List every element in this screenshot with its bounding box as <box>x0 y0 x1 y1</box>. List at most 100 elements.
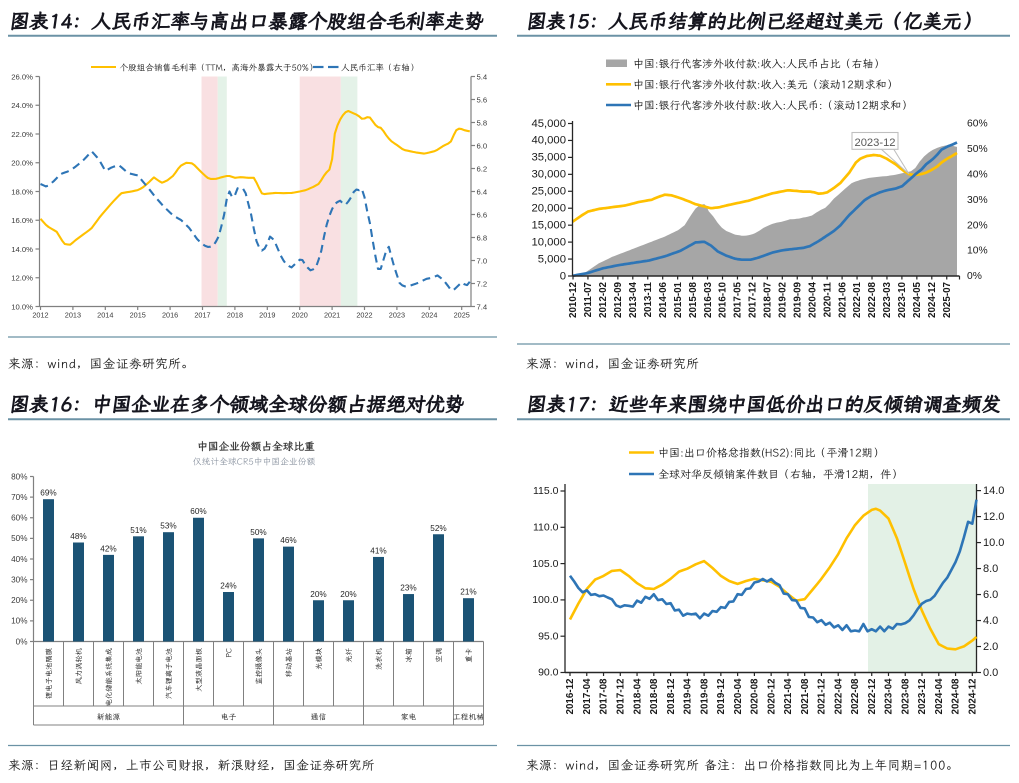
svg-text:18.0%: 18.0% <box>11 187 33 196</box>
svg-text:2015: 2015 <box>130 310 146 319</box>
svg-text:0%: 0% <box>16 637 28 646</box>
svg-text:26.0%: 26.0% <box>11 72 33 81</box>
svg-text:2016: 2016 <box>162 310 178 319</box>
svg-text:45,000: 45,000 <box>531 118 566 130</box>
svg-text:2024-12: 2024-12 <box>968 678 979 715</box>
svg-text:16.0%: 16.0% <box>11 216 33 225</box>
svg-text:2.0: 2.0 <box>983 641 998 653</box>
svg-text:2024-12: 2024-12 <box>927 281 938 318</box>
svg-text:2017-08: 2017-08 <box>599 678 610 715</box>
svg-text:2022-04: 2022-04 <box>833 678 844 715</box>
svg-text:2021-04: 2021-04 <box>783 678 794 715</box>
svg-text:5,000: 5,000 <box>538 253 566 265</box>
svg-text:40%: 40% <box>11 555 27 564</box>
svg-text:23%: 23% <box>400 584 416 593</box>
svg-text:40%: 40% <box>967 169 988 180</box>
svg-text:69%: 69% <box>40 489 56 498</box>
svg-text:2012-09: 2012-09 <box>613 281 624 318</box>
svg-text:40,000: 40,000 <box>531 135 566 147</box>
svg-text:30%: 30% <box>11 575 27 584</box>
svg-text:51%: 51% <box>130 526 146 535</box>
svg-text:2017-04: 2017-04 <box>582 678 593 715</box>
svg-text:2025-07: 2025-07 <box>942 281 953 318</box>
svg-text:2024-04: 2024-04 <box>934 678 945 715</box>
svg-text:7.4: 7.4 <box>477 302 488 311</box>
svg-text:2014-06: 2014-06 <box>658 281 669 318</box>
svg-text:70%: 70% <box>11 493 27 502</box>
svg-text:20%: 20% <box>310 590 326 599</box>
svg-text:6.6: 6.6 <box>477 210 488 219</box>
svg-text:2019: 2019 <box>259 310 275 319</box>
svg-text:41%: 41% <box>370 546 386 555</box>
svg-text:50%: 50% <box>967 144 988 155</box>
svg-text:2019-09: 2019-09 <box>793 281 804 318</box>
svg-text:22.0%: 22.0% <box>11 130 33 139</box>
svg-text:2020-12: 2020-12 <box>766 678 777 715</box>
svg-text:2016-03: 2016-03 <box>703 281 714 318</box>
svg-text:14.0%: 14.0% <box>11 245 33 254</box>
svg-text:60%: 60% <box>11 514 27 523</box>
svg-text:50%: 50% <box>11 534 27 543</box>
svg-text:2018-04: 2018-04 <box>632 678 643 715</box>
svg-text:95.0: 95.0 <box>538 630 559 642</box>
svg-text:2017: 2017 <box>194 310 210 319</box>
svg-text:42%: 42% <box>100 544 116 553</box>
svg-text:2017-12: 2017-12 <box>748 281 759 318</box>
svg-text:2013-11: 2013-11 <box>643 281 654 317</box>
svg-text:2023: 2023 <box>389 310 405 319</box>
svg-text:2017-05: 2017-05 <box>733 281 744 318</box>
svg-text:60%: 60% <box>190 507 206 516</box>
svg-text:10%: 10% <box>967 246 988 257</box>
svg-text:60%: 60% <box>967 119 988 130</box>
svg-text:2022-12: 2022-12 <box>867 678 878 715</box>
svg-text:7.2: 7.2 <box>477 279 488 288</box>
svg-text:2020: 2020 <box>292 310 308 319</box>
svg-text:2019-02: 2019-02 <box>778 281 789 318</box>
svg-text:2011-07: 2011-07 <box>583 281 594 317</box>
svg-text:10.0: 10.0 <box>983 537 1004 549</box>
svg-text:2018: 2018 <box>227 310 243 319</box>
svg-text:2016-12: 2016-12 <box>565 678 576 715</box>
svg-text:6.4: 6.4 <box>477 187 488 196</box>
svg-text:8.0: 8.0 <box>983 563 998 575</box>
svg-text:0.0: 0.0 <box>983 667 998 679</box>
svg-text:80%: 80% <box>11 472 27 481</box>
svg-text:20%: 20% <box>340 590 356 599</box>
svg-text:0%: 0% <box>967 271 982 282</box>
svg-text:2018-07: 2018-07 <box>763 281 774 318</box>
svg-text:2025: 2025 <box>454 310 470 319</box>
svg-text:2022-08: 2022-08 <box>867 281 878 318</box>
svg-text:30%: 30% <box>967 195 988 206</box>
svg-text:2023-10: 2023-10 <box>897 281 908 318</box>
svg-text:110.0: 110.0 <box>533 522 559 534</box>
svg-text:2013-04: 2013-04 <box>628 281 639 318</box>
svg-text:2021-08: 2021-08 <box>800 678 811 715</box>
svg-text:5.6: 5.6 <box>477 95 488 104</box>
svg-text:6.0: 6.0 <box>983 589 998 601</box>
svg-text:2021-12: 2021-12 <box>817 678 828 715</box>
svg-text:2022-08: 2022-08 <box>850 678 861 715</box>
svg-text:2020-08: 2020-08 <box>750 678 761 715</box>
svg-text:20%: 20% <box>11 596 27 605</box>
svg-text:12.0%: 12.0% <box>11 274 33 283</box>
svg-text:6.2: 6.2 <box>477 164 488 173</box>
svg-text:2012-02: 2012-02 <box>598 281 609 318</box>
svg-text:2021: 2021 <box>324 310 340 319</box>
svg-text:105.0: 105.0 <box>532 558 558 570</box>
svg-text:2012: 2012 <box>32 310 48 319</box>
svg-text:52%: 52% <box>430 524 446 533</box>
svg-text:15,000: 15,000 <box>531 220 566 232</box>
svg-text:10.0%: 10.0% <box>11 302 33 311</box>
svg-text:2017-12: 2017-12 <box>616 678 627 715</box>
svg-text:2023-03: 2023-03 <box>882 281 893 318</box>
svg-text:46%: 46% <box>280 536 296 545</box>
svg-text:2014: 2014 <box>97 310 113 319</box>
svg-text:14.0: 14.0 <box>983 485 1004 497</box>
svg-text:2015-01: 2015-01 <box>673 281 684 318</box>
svg-text:2023-04: 2023-04 <box>884 678 895 715</box>
svg-text:100.0: 100.0 <box>532 594 558 606</box>
svg-text:12.0: 12.0 <box>983 511 1004 523</box>
svg-text:2021-06: 2021-06 <box>837 281 848 318</box>
svg-text:2019-08: 2019-08 <box>699 678 710 715</box>
svg-text:2020-04: 2020-04 <box>733 678 744 715</box>
